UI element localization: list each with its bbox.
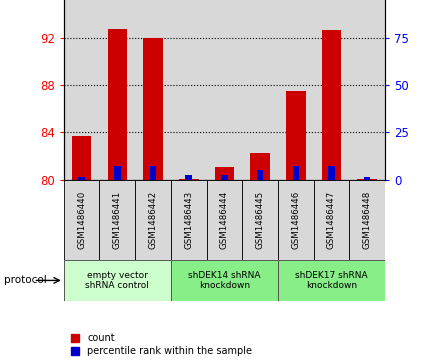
Bar xyxy=(72,136,92,180)
Text: GSM1486447: GSM1486447 xyxy=(327,191,336,249)
Bar xyxy=(250,152,270,180)
Text: GSM1486448: GSM1486448 xyxy=(363,191,372,249)
Bar xyxy=(206,0,242,180)
Bar xyxy=(286,91,306,180)
Bar xyxy=(107,29,127,180)
Bar xyxy=(357,179,377,180)
Bar xyxy=(78,177,85,180)
Bar xyxy=(171,0,206,180)
Bar xyxy=(242,0,278,180)
Bar xyxy=(64,0,99,180)
Bar xyxy=(328,166,335,180)
Bar xyxy=(143,38,163,180)
Text: GSM1486443: GSM1486443 xyxy=(184,191,193,249)
Bar xyxy=(322,30,341,180)
Bar xyxy=(257,170,263,180)
FancyBboxPatch shape xyxy=(99,180,135,260)
FancyBboxPatch shape xyxy=(278,260,385,301)
Bar xyxy=(364,177,370,180)
Bar xyxy=(221,175,227,180)
FancyBboxPatch shape xyxy=(242,180,278,260)
Bar xyxy=(293,166,299,180)
FancyBboxPatch shape xyxy=(349,180,385,260)
Text: GSM1486441: GSM1486441 xyxy=(113,191,122,249)
Text: GSM1486442: GSM1486442 xyxy=(149,191,158,249)
FancyBboxPatch shape xyxy=(171,260,278,301)
FancyBboxPatch shape xyxy=(135,180,171,260)
Text: GSM1486445: GSM1486445 xyxy=(256,191,264,249)
Bar xyxy=(349,0,385,180)
Text: GSM1486446: GSM1486446 xyxy=(291,191,300,249)
Bar xyxy=(314,0,349,180)
Text: protocol: protocol xyxy=(4,276,47,285)
Bar xyxy=(215,167,234,180)
Text: empty vector
shRNA control: empty vector shRNA control xyxy=(85,271,149,290)
Bar xyxy=(99,0,135,180)
FancyBboxPatch shape xyxy=(64,180,99,260)
Text: GSM1486444: GSM1486444 xyxy=(220,191,229,249)
Bar xyxy=(150,166,156,180)
FancyBboxPatch shape xyxy=(64,260,171,301)
FancyBboxPatch shape xyxy=(314,180,349,260)
Bar xyxy=(278,0,314,180)
FancyBboxPatch shape xyxy=(171,180,206,260)
Bar xyxy=(179,179,198,180)
Text: GSM1486440: GSM1486440 xyxy=(77,191,86,249)
Text: shDEK14 shRNA
knockdown: shDEK14 shRNA knockdown xyxy=(188,271,260,290)
FancyBboxPatch shape xyxy=(278,180,314,260)
Bar xyxy=(186,175,192,180)
Text: shDEK17 shRNA
knockdown: shDEK17 shRNA knockdown xyxy=(295,271,368,290)
Bar xyxy=(135,0,171,180)
Legend: count, percentile rank within the sample: count, percentile rank within the sample xyxy=(69,331,254,358)
FancyBboxPatch shape xyxy=(206,180,242,260)
Bar xyxy=(114,166,121,180)
